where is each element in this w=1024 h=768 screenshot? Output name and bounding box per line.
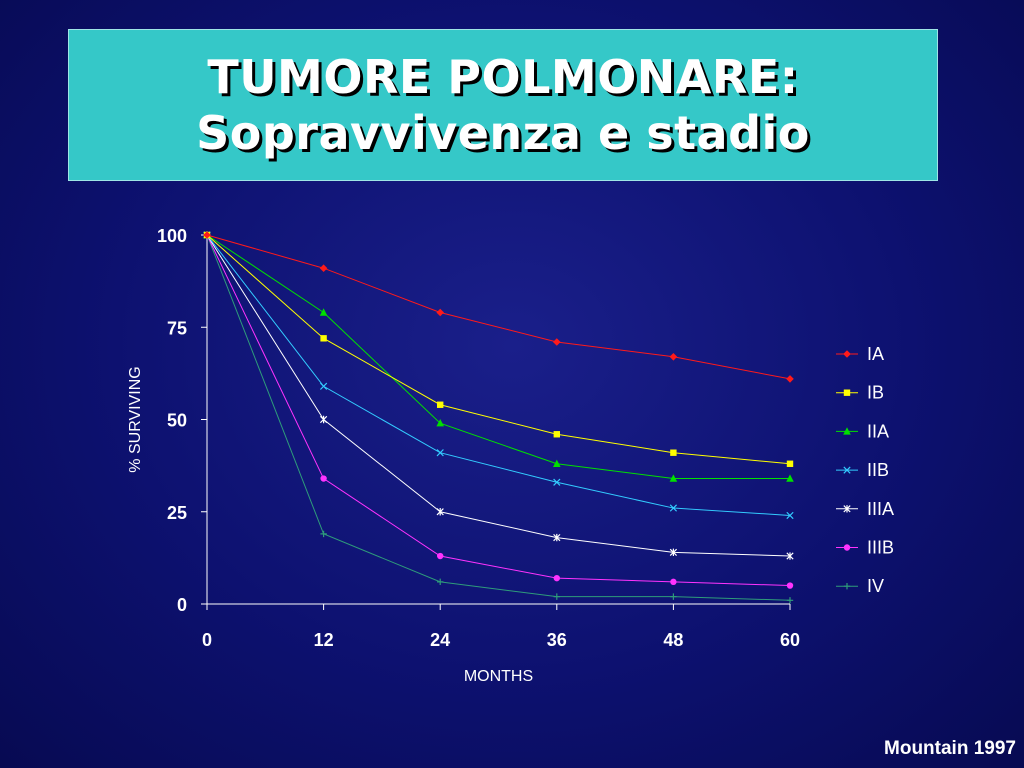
x-tick-label: 0 [202, 630, 212, 650]
legend-label-iv: IV [867, 576, 884, 596]
legend-label-iiia: IIIA [867, 499, 894, 519]
data-point-iiib [786, 582, 794, 589]
series-line-iiib [206, 234, 791, 587]
data-point-iv [786, 597, 794, 604]
data-point-iiia [669, 548, 678, 557]
legend-label-ib: IB [867, 383, 884, 403]
y-tick-label: 25 [167, 503, 187, 523]
data-point-iiia [319, 415, 328, 424]
data-point-ia [319, 264, 328, 273]
data-point-iv [670, 593, 677, 600]
data-point-iia [669, 474, 678, 482]
slide-subtitle: Sopravvivenza e stadio [196, 106, 810, 160]
data-point-iiib [320, 475, 327, 482]
data-point-iia [786, 474, 794, 482]
legend-marker-iiia [843, 505, 851, 513]
y-tick-label: 75 [167, 318, 187, 338]
data-point-iiia [786, 552, 794, 560]
y-tick-label: 100 [157, 226, 187, 246]
data-point-iia [319, 308, 328, 316]
data-point-ia [786, 375, 794, 383]
data-point-iiia [553, 533, 561, 542]
data-point-iv [320, 530, 327, 538]
series-line-iiia [206, 234, 791, 557]
legend-marker-ib [843, 389, 851, 396]
data-point-ia [436, 308, 444, 317]
data-point-ib [553, 431, 560, 438]
data-point-iiib [437, 552, 444, 560]
title-banner: TUMORE POLMONARE: Sopravvivenza e stadio [68, 29, 938, 181]
series-line-iv [206, 234, 791, 601]
data-point-ib [320, 335, 327, 342]
data-point-iib [319, 382, 328, 390]
data-point-ib [670, 449, 677, 456]
slide-title: TUMORE POLMONARE: [207, 50, 799, 104]
series-line-ia [206, 234, 791, 380]
data-point-iiib [670, 578, 677, 586]
data-point-ib [786, 460, 794, 467]
source-credit: Mountain 1997 [884, 738, 1016, 759]
data-point-iia [553, 459, 561, 467]
x-tick-label: 36 [547, 630, 567, 650]
legend-label-iia: IIA [867, 421, 889, 441]
legend-marker-iia [843, 427, 851, 435]
data-point-iv [553, 593, 560, 600]
x-tick-label: 24 [430, 630, 450, 650]
y-tick-label: 50 [167, 411, 187, 431]
data-point-iiia [436, 508, 444, 516]
series-line-iib [206, 234, 791, 516]
data-point-iib [553, 478, 561, 486]
data-point-iib [786, 511, 794, 520]
x-tick-label: 60 [780, 630, 800, 650]
x-tick-label: 48 [663, 630, 683, 650]
legend-marker-iib [843, 466, 851, 474]
data-point-iib [669, 504, 678, 512]
data-point-iib [436, 449, 444, 457]
series-line-ib [206, 234, 791, 465]
x-axis-label: MONTHS [464, 668, 533, 685]
data-point-ia [553, 338, 561, 346]
legend-label-iiib: IIIB [867, 538, 894, 558]
data-point-ia [203, 231, 211, 239]
legend-marker-iiib [843, 544, 851, 551]
data-point-iv [437, 578, 444, 586]
series-line-iia [206, 234, 790, 480]
legend-marker-ia [843, 350, 851, 358]
data-point-iiib [553, 574, 560, 582]
legend-label-ia: IA [867, 344, 884, 364]
y-tick-label: 0 [177, 595, 187, 615]
data-point-ib [437, 401, 444, 408]
data-point-iia [436, 418, 444, 427]
x-tick-label: 12 [314, 630, 334, 650]
data-point-ia [669, 352, 678, 361]
y-axis-label: % SURVIVING [127, 366, 144, 472]
legend-marker-iv [843, 583, 851, 590]
legend-label-iib: IIB [867, 460, 889, 480]
